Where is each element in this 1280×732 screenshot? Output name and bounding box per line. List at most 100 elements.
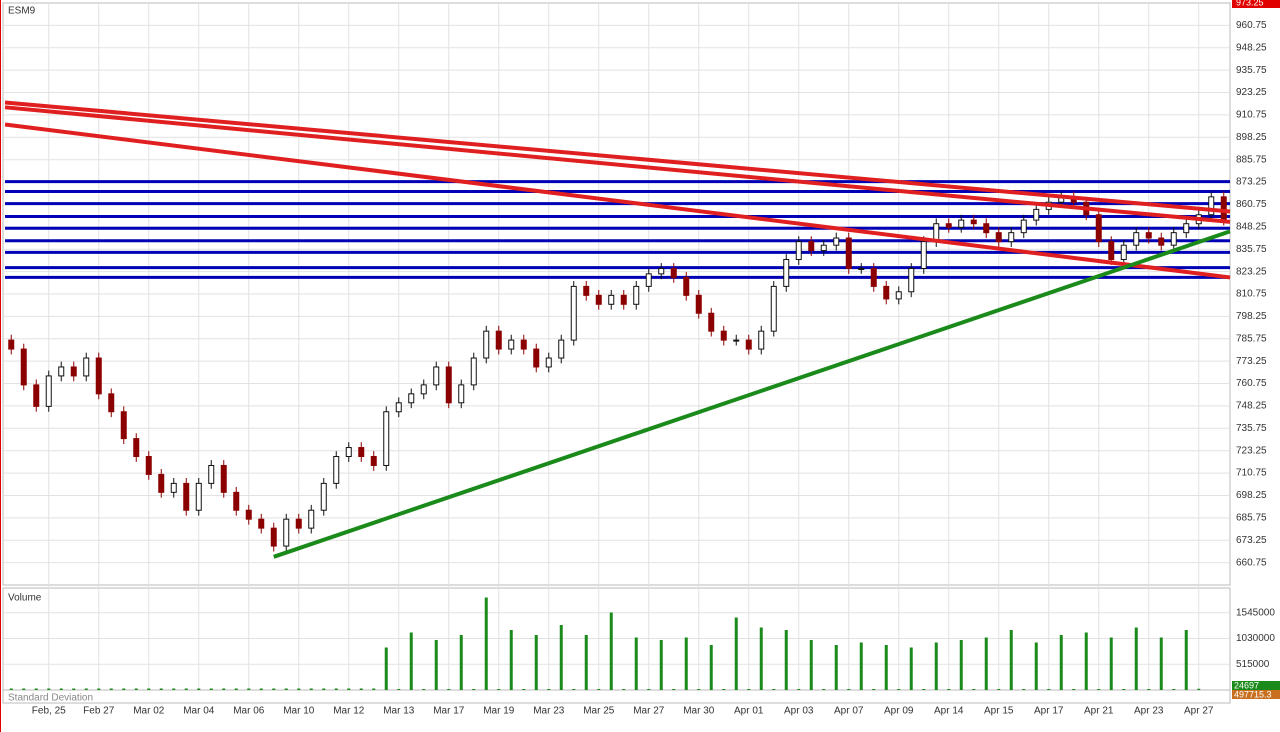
volume-bar <box>22 688 26 690</box>
volume-bar <box>759 627 763 690</box>
candle-body <box>920 241 927 269</box>
volume-bar <box>1009 630 1013 690</box>
candle-body <box>1020 219 1027 234</box>
volume-bar <box>172 688 176 690</box>
candle-body <box>1120 244 1127 261</box>
candle-body <box>833 237 840 246</box>
y-tick-label: 1030000 <box>1236 633 1275 644</box>
y-tick-label: 873.25 <box>1236 177 1267 188</box>
candle-body <box>1145 232 1152 239</box>
marks <box>4 100 1231 690</box>
x-tick-label: Mar 12 <box>333 706 365 717</box>
candle-body <box>1158 237 1165 246</box>
volume-bar <box>597 689 601 690</box>
candle-body <box>358 447 365 458</box>
volume-bar <box>47 688 51 690</box>
volume-bar <box>272 688 276 690</box>
y-tick-label: 673.25 <box>1236 535 1267 546</box>
candle-body <box>570 285 577 341</box>
volume-bar <box>522 689 526 690</box>
stddev-title: Standard Deviation <box>8 693 93 704</box>
y-tick-label: 935.75 <box>1236 65 1267 76</box>
trend-line <box>4 122 1231 280</box>
volume-bar <box>209 688 213 690</box>
candle-body <box>333 456 340 484</box>
candle-body <box>183 482 190 511</box>
candle-body <box>970 219 977 225</box>
candle-body <box>208 464 215 484</box>
candle-body <box>408 393 415 404</box>
candle-body <box>670 267 677 278</box>
x-tick-label: Apr 23 <box>1134 706 1164 717</box>
volume-bar <box>109 688 113 690</box>
volume-bar <box>184 688 188 690</box>
candle-body <box>508 339 515 350</box>
volume-bar <box>684 637 688 690</box>
candle-body <box>858 267 865 270</box>
x-tick-label: Feb, 25 <box>32 706 66 717</box>
candle-body <box>1095 214 1102 243</box>
x-tick-label: Mar 04 <box>183 706 215 717</box>
volume-bar <box>1122 689 1126 690</box>
volume-bar <box>797 689 801 690</box>
candle-body <box>870 267 877 287</box>
candle-body <box>845 237 852 269</box>
volume-bar <box>634 637 638 690</box>
candle-body <box>108 393 115 413</box>
volume-bar <box>809 640 813 690</box>
candle-body <box>458 384 465 404</box>
y-tick-label: 948.25 <box>1236 42 1267 53</box>
trend-line <box>4 105 1231 224</box>
candle-body <box>1208 196 1215 216</box>
volume-bar <box>322 688 326 690</box>
volume-bar <box>1134 627 1138 690</box>
candle-body <box>995 232 1002 243</box>
volume-bar <box>709 645 713 690</box>
y-tick-label: 823.25 <box>1236 266 1267 277</box>
y-tick-label: 685.75 <box>1236 512 1267 523</box>
volume-bar <box>284 688 288 690</box>
candle-body <box>370 456 377 466</box>
x-tick-label: Apr 07 <box>834 706 864 717</box>
y-tick-label: 760.75 <box>1236 378 1267 389</box>
last-volume-label: 24697 <box>1234 680 1259 690</box>
volume-bar <box>222 688 226 690</box>
y-tick-label: 810.75 <box>1236 289 1267 300</box>
volume-bar <box>409 632 413 690</box>
y-tick-label: 785.75 <box>1236 333 1267 344</box>
indicator-value: 497715.3 <box>1234 689 1272 699</box>
volume-bar <box>922 689 926 690</box>
candle-body <box>770 285 777 332</box>
volume-bar <box>747 689 751 690</box>
y-tick-label: 885.75 <box>1236 154 1267 165</box>
candle-body <box>95 357 102 395</box>
candle-body <box>708 312 715 332</box>
volume-bar <box>934 642 938 690</box>
candle-body <box>783 259 790 287</box>
volume-bar <box>822 689 826 690</box>
candle-body <box>170 482 177 493</box>
candle-body <box>620 294 627 305</box>
y-tick-label: 1545000 <box>1236 607 1275 618</box>
volume-bar <box>72 688 76 690</box>
candle-body <box>220 464 227 493</box>
candle-body <box>133 438 140 458</box>
candle-body <box>83 357 90 377</box>
volume-bar <box>134 688 138 690</box>
volume-bar <box>59 688 63 690</box>
candle-body <box>345 447 352 458</box>
candle-body <box>808 241 815 252</box>
volume-bar <box>259 688 263 690</box>
candle-body <box>308 509 315 529</box>
candle-body <box>283 518 290 547</box>
volume-bar <box>784 630 788 690</box>
candle-body <box>745 339 752 350</box>
candle-body <box>395 402 402 413</box>
y-tick-label: 923.25 <box>1236 87 1267 98</box>
y-tick-label: 660.75 <box>1236 557 1267 568</box>
x-tick-label: Mar 30 <box>683 706 715 717</box>
volume-bar <box>9 688 13 690</box>
candle-body <box>470 357 477 386</box>
volume-bar <box>1059 635 1063 690</box>
